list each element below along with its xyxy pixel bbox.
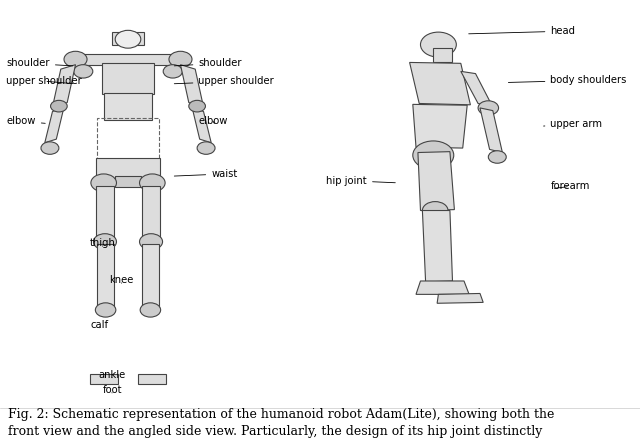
Bar: [96, 186, 114, 241]
Circle shape: [93, 234, 116, 250]
Polygon shape: [480, 108, 502, 153]
Polygon shape: [418, 152, 454, 211]
Circle shape: [422, 202, 448, 219]
Polygon shape: [410, 62, 470, 105]
Text: elbow: elbow: [6, 116, 45, 126]
Circle shape: [51, 100, 67, 112]
Bar: [96, 158, 160, 178]
Polygon shape: [180, 65, 204, 107]
Text: upper shoulder: upper shoulder: [6, 76, 82, 86]
Circle shape: [140, 234, 163, 250]
Text: ankle: ankle: [99, 370, 125, 380]
Circle shape: [169, 51, 192, 67]
Bar: [102, 63, 154, 94]
Circle shape: [115, 30, 141, 48]
Circle shape: [420, 32, 456, 57]
Circle shape: [140, 303, 161, 317]
Bar: [138, 374, 166, 384]
Bar: [97, 244, 114, 310]
Circle shape: [197, 142, 215, 154]
Text: hip joint: hip joint: [326, 176, 396, 186]
Text: shoulder: shoulder: [6, 58, 73, 68]
Polygon shape: [437, 293, 483, 303]
Text: body shoulders: body shoulders: [508, 75, 627, 85]
Bar: [112, 32, 144, 45]
Polygon shape: [461, 71, 493, 107]
Text: head: head: [468, 26, 575, 36]
Circle shape: [95, 303, 116, 317]
Polygon shape: [422, 211, 452, 282]
Polygon shape: [416, 281, 469, 294]
Circle shape: [140, 174, 165, 192]
Bar: [90, 374, 118, 384]
Text: forearm: forearm: [550, 182, 590, 191]
Circle shape: [74, 65, 93, 78]
Bar: [433, 48, 452, 62]
Text: Fig. 2: Schematic representation of the humanoid robot Adam(Lite), showing both : Fig. 2: Schematic representation of the …: [8, 408, 554, 421]
Text: shoulder: shoulder: [174, 58, 242, 68]
Bar: [115, 176, 141, 187]
Text: upper arm: upper arm: [543, 119, 602, 129]
Bar: [142, 186, 160, 241]
Text: thigh: thigh: [90, 238, 115, 248]
Bar: [97, 118, 159, 161]
Text: knee: knee: [109, 275, 134, 285]
Circle shape: [189, 100, 205, 112]
Circle shape: [478, 101, 499, 115]
Circle shape: [163, 65, 182, 78]
Polygon shape: [192, 107, 211, 143]
Circle shape: [488, 151, 506, 163]
Text: calf: calf: [90, 320, 108, 330]
Bar: [142, 244, 159, 310]
Circle shape: [64, 51, 87, 67]
Circle shape: [41, 142, 59, 154]
Polygon shape: [45, 107, 64, 143]
Text: foot: foot: [102, 385, 122, 395]
Circle shape: [413, 141, 454, 169]
Text: elbow: elbow: [198, 116, 228, 126]
Polygon shape: [52, 65, 76, 107]
Text: front view and the angled side view. Particularly, the design of its hip joint d: front view and the angled side view. Par…: [8, 425, 542, 438]
Polygon shape: [413, 104, 467, 148]
Bar: [104, 93, 152, 120]
Bar: [74, 54, 182, 65]
Circle shape: [91, 174, 116, 192]
Text: waist: waist: [174, 169, 237, 179]
Text: upper shoulder: upper shoulder: [174, 76, 274, 86]
